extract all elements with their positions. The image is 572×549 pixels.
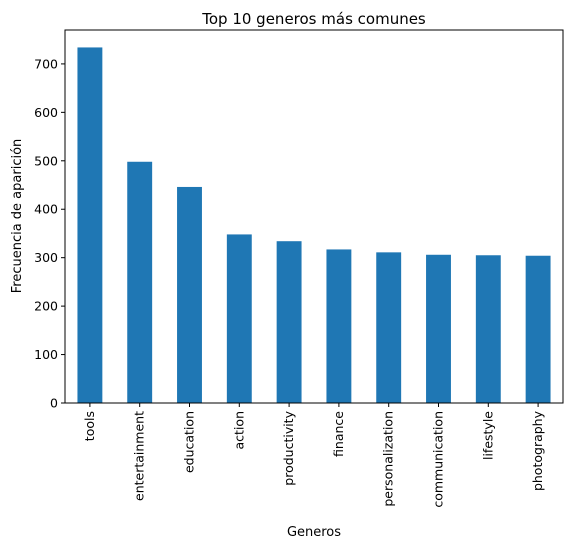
y-tick-label: 500: [34, 153, 58, 168]
y-tick-label: 400: [34, 202, 58, 217]
y-tick-label: 600: [34, 105, 58, 120]
y-tick-label: 300: [34, 250, 58, 265]
bar-productivity: [276, 241, 302, 403]
bar-action: [226, 234, 252, 403]
bar-education: [177, 186, 202, 403]
x-tick-label: photography: [530, 410, 545, 491]
x-tick-label: personalization: [381, 411, 396, 507]
x-tick-label: finance: [331, 411, 346, 457]
bar-communication: [426, 254, 451, 403]
y-tick-label: 200: [34, 299, 58, 314]
x-tick-label: action: [231, 411, 246, 449]
bar-lifestyle: [475, 255, 501, 403]
bar-entertainment: [127, 161, 153, 403]
x-tick-label: entertainment: [132, 411, 147, 501]
x-tick-label: productivity: [281, 410, 296, 485]
bar-tools: [77, 47, 103, 403]
y-tick-label: 0: [50, 396, 58, 411]
x-tick-label: education: [182, 411, 197, 473]
chart-title: Top 10 generos más comunes: [201, 10, 426, 28]
bar-personalization: [376, 252, 402, 403]
x-axis-ticks: tools entertainment education action product…: [82, 403, 545, 508]
y-tick-label: 700: [34, 56, 58, 71]
bar-photography: [525, 255, 551, 403]
bars-group: [77, 47, 551, 403]
x-tick-label: communication: [431, 411, 446, 508]
x-tick-label: tools: [82, 411, 97, 441]
y-axis-ticks: 0 100 200 300 400 500 600 700: [34, 56, 65, 411]
y-axis-label: Frecuencia de aparición: [10, 139, 25, 294]
x-axis-label: Generos: [287, 525, 341, 540]
plot-frame: [64, 29, 564, 404]
x-tick-label: lifestyle: [480, 411, 495, 460]
y-tick-label: 100: [34, 347, 58, 362]
bar-finance: [326, 249, 352, 403]
